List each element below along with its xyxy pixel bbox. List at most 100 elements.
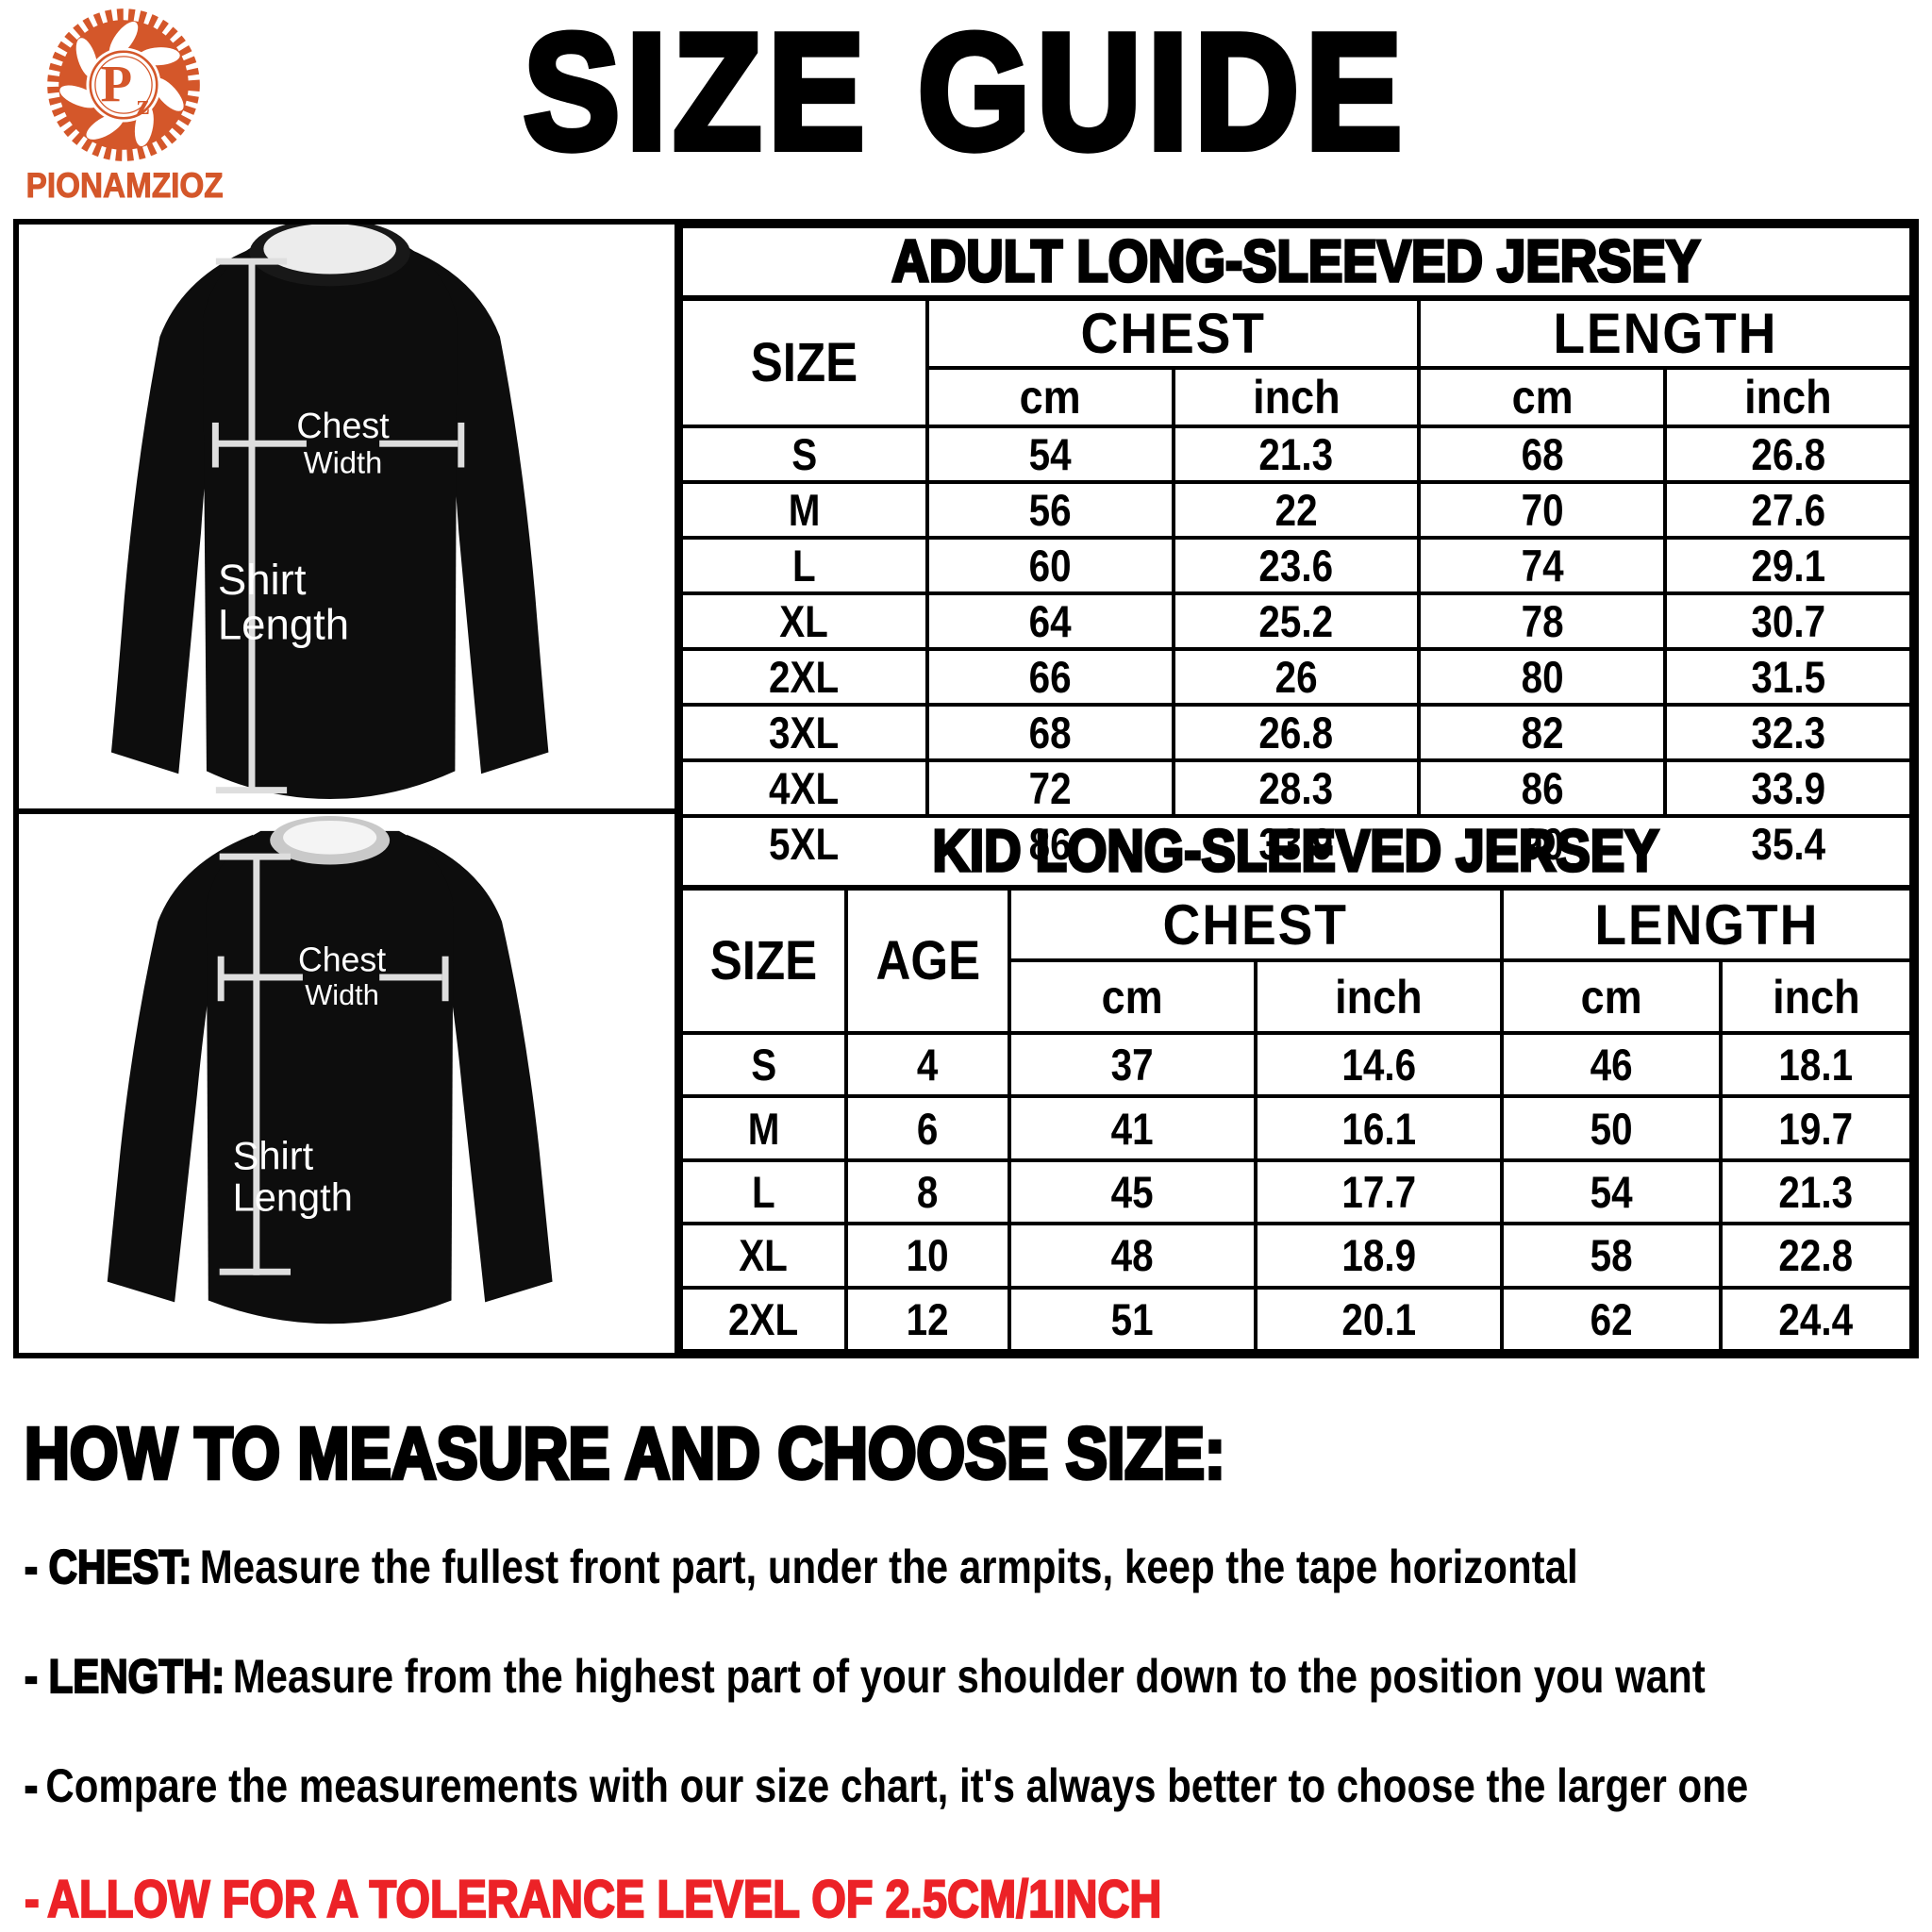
table-cell: 28.3 xyxy=(1171,758,1422,818)
kid-image-panel: Chest Width Shirt Length xyxy=(19,814,679,1353)
size-chart-box: Chest Width Shirt Length ADULT LONG-SLEE… xyxy=(13,219,1919,1358)
table-cell: 2XL xyxy=(679,1285,848,1354)
instruction-compare: - Compare the measurements with our size … xyxy=(24,1758,1748,1813)
table-cell: 48 xyxy=(1008,1222,1257,1290)
table-row: M 56 22 70 27.6 xyxy=(679,480,1913,540)
table-cell: 18.1 xyxy=(1718,1030,1914,1099)
adult-table-title-row: ADULT LONG-SLEEVED JERSEY xyxy=(679,225,1913,301)
table-cell: XL xyxy=(679,591,929,651)
table-cell: 3XL xyxy=(679,703,929,762)
kid-jersey-silhouette xyxy=(107,815,553,1324)
table-cell: 2XL xyxy=(679,647,929,707)
table-row: 4XL 72 28.3 86 33.9 xyxy=(679,758,1913,818)
adult-header-row: SIZE CHEST LENGTH xyxy=(679,296,1913,428)
table-cell: L xyxy=(679,1158,848,1226)
table-cell: 23.6 xyxy=(1171,536,1422,595)
kid-table-title-text: KID LONG-SLEEVED JERSEY xyxy=(931,817,1660,886)
size-column-header: SIZE xyxy=(679,886,848,1035)
adult-jersey-silhouette xyxy=(110,225,549,800)
table-cell: 70 xyxy=(1417,480,1668,540)
kid-section: Chest Width Shirt Length KID LONG-SLEEVE… xyxy=(19,814,1914,1354)
instruction-text: ALLOW FOR A TOLERANCE LEVEL OF 2.5CM/1IN… xyxy=(46,1868,1162,1929)
instruction-label: - LENGTH: xyxy=(24,1649,225,1704)
table-row: 2XL 66 26 80 31.5 xyxy=(679,647,1913,707)
instruction-tolerance: - ALLOW FOR A TOLERANCE LEVEL OF 2.5CM/1I… xyxy=(24,1868,1609,1929)
table-row: 3XL 68 26.8 82 32.3 xyxy=(679,703,1913,762)
adult-image-panel: Chest Width Shirt Length xyxy=(19,225,679,808)
table-cell: 54 xyxy=(1499,1158,1723,1226)
table-cell: 19.7 xyxy=(1718,1094,1914,1162)
adult-units-row: cm inch cm inch xyxy=(681,366,1913,428)
cm-unit-header: cm xyxy=(1499,958,1723,1035)
table-cell: 16.1 xyxy=(1253,1094,1504,1162)
instruction-length: - LENGTH: Measure from the highest part o… xyxy=(24,1649,1706,1704)
table-cell: 78 xyxy=(1417,591,1668,651)
table-cell: 27.6 xyxy=(1663,480,1913,540)
brand-name: PIONAMZIOZ xyxy=(25,166,224,206)
chest-width-line xyxy=(211,422,465,468)
kid-size-table: KID LONG-SLEEVED JERSEY SIZE AGE CHEST L… xyxy=(679,814,1914,1354)
table-cell: M xyxy=(679,1094,848,1162)
table-row: M 6 41 16.1 50 19.7 xyxy=(679,1094,1914,1162)
inch-unit-header: inch xyxy=(1663,366,1913,428)
table-cell: 56 xyxy=(924,480,1175,540)
table-cell: 17.7 xyxy=(1253,1158,1504,1226)
table-cell: 74 xyxy=(1417,536,1668,595)
shirt-length-label: Length xyxy=(233,1174,353,1219)
table-cell: 45 xyxy=(1008,1158,1257,1226)
chest-width-label: Chest xyxy=(298,941,386,979)
table-cell: 32.3 xyxy=(1663,703,1913,762)
table-cell: 20.1 xyxy=(1253,1285,1504,1354)
inch-unit-header: inch xyxy=(1171,366,1422,428)
chest-column-header: CHEST xyxy=(1008,886,1504,962)
chest-column-header: CHEST xyxy=(924,296,1422,370)
table-cell: 41 xyxy=(1008,1094,1257,1162)
table-cell: 26.8 xyxy=(1171,703,1422,762)
inch-unit-header: inch xyxy=(1718,958,1914,1035)
adult-jersey-diagram: Chest Width Shirt Length xyxy=(110,225,549,800)
table-cell: 4 xyxy=(843,1030,1012,1099)
brand-logo-block: P z PIONAMZIOZ xyxy=(15,4,232,206)
kid-table-title: KID LONG-SLEEVED JERSEY xyxy=(679,814,1913,891)
table-cell: 12 xyxy=(843,1285,1012,1354)
size-column-header: SIZE xyxy=(679,296,929,428)
table-cell: 82 xyxy=(1417,703,1668,762)
table-row: L 8 45 17.7 54 21.3 xyxy=(679,1158,1914,1226)
adult-section: Chest Width Shirt Length ADULT LONG-SLEE… xyxy=(19,225,1913,874)
table-cell: 26 xyxy=(1171,647,1422,707)
cm-unit-header: cm xyxy=(1008,958,1257,1035)
kid-table-body: S 4 37 14.6 46 18.1 M 6 41 16.1 50 19.7 L 8 45 17.7 54 21… xyxy=(679,1030,1914,1354)
inch-unit-header: inch xyxy=(1253,958,1504,1035)
instruction-label: - xyxy=(24,1868,40,1929)
shirt-length-line xyxy=(219,853,291,1275)
table-cell: 66 xyxy=(924,647,1175,707)
instruction-text: Measure from the highest part of your sh… xyxy=(232,1650,1706,1703)
kid-units-row: cm inch cm inch xyxy=(681,958,1914,1035)
table-cell: 4XL xyxy=(679,758,929,818)
monogram-z: z xyxy=(137,88,150,121)
table-cell: 30.7 xyxy=(1663,591,1913,651)
shirt-length-label: Length xyxy=(218,601,349,649)
table-cell: 50 xyxy=(1499,1094,1723,1162)
table-cell: 10 xyxy=(843,1222,1012,1290)
table-cell: 72 xyxy=(924,758,1175,818)
table-cell: S xyxy=(679,1030,848,1099)
adult-table-title-text: ADULT LONG-SLEEVED JERSEY xyxy=(891,227,1702,296)
instructions-block: HOW TO MEASURE AND CHOOSE SIZE: - CHEST:… xyxy=(23,1411,1911,1929)
table-cell: 31.5 xyxy=(1663,647,1913,707)
table-cell: 21.3 xyxy=(1718,1158,1914,1226)
adult-size-table: ADULT LONG-SLEEVED JERSEY SIZE CHEST LEN… xyxy=(679,225,1913,874)
table-cell: 18.9 xyxy=(1253,1222,1504,1290)
chest-width-label: Width xyxy=(304,444,383,479)
table-cell: 60 xyxy=(924,536,1175,595)
table-cell: 29.1 xyxy=(1663,536,1913,595)
adult-table-body: S 54 21.3 68 26.8 M 56 22 70 27.6 L 60 23.6 74 29.1 XL 6… xyxy=(679,425,1913,874)
table-row: S 54 21.3 68 26.8 xyxy=(679,425,1913,484)
adult-table-panel: ADULT LONG-SLEEVED JERSEY SIZE CHEST LEN… xyxy=(679,225,1913,874)
instructions-heading: HOW TO MEASURE AND CHOOSE SIZE: xyxy=(23,1411,1227,1497)
table-cell: 51 xyxy=(1008,1285,1257,1354)
table-row: XL 64 25.2 78 30.7 xyxy=(679,591,1913,651)
table-cell: 46 xyxy=(1499,1030,1723,1099)
table-cell: 22.8 xyxy=(1718,1222,1914,1290)
